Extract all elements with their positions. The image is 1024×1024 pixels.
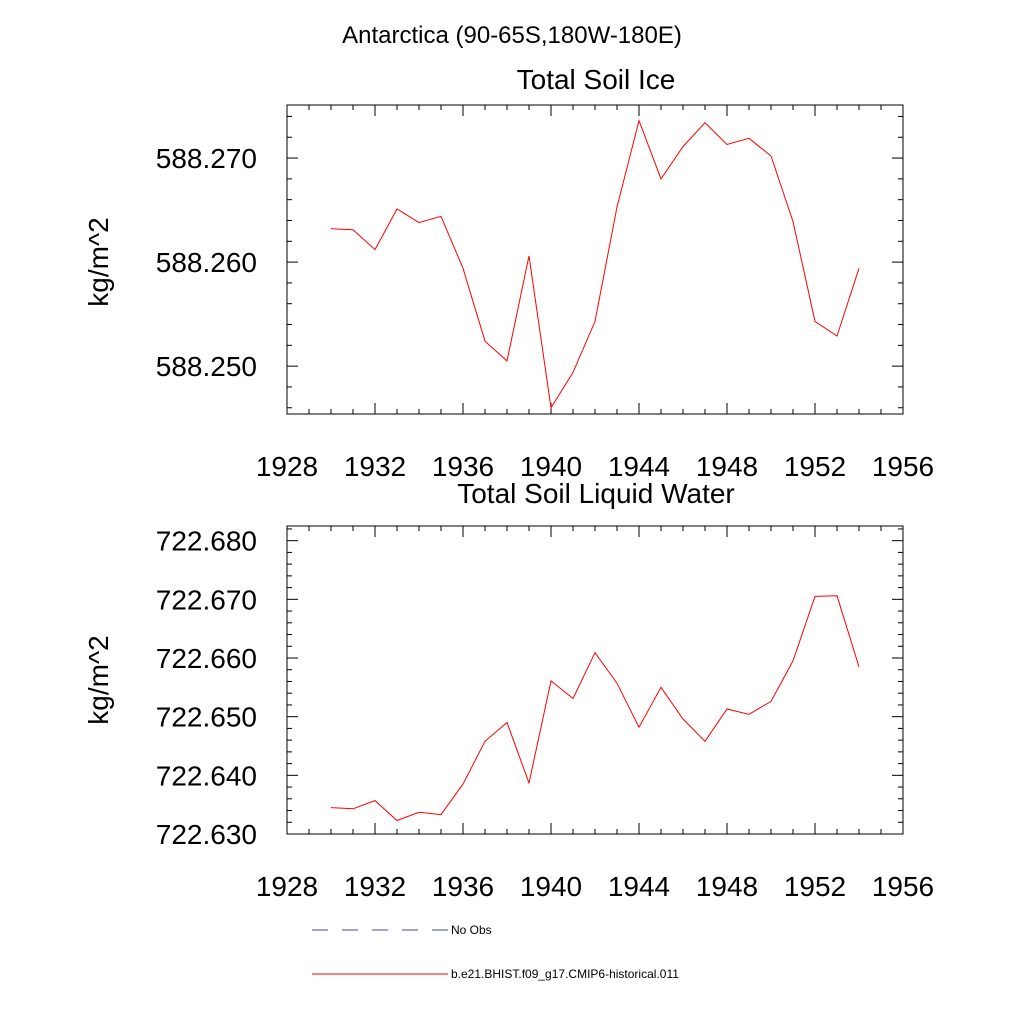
panel-total-soil-liquid-water: Total Soil Liquid Water kg/m^2 1928 1932 1… [83, 478, 934, 902]
y-tick-label: 588.270 [156, 143, 257, 174]
x-tick-label: 1928 [256, 871, 318, 902]
series-line [330, 118, 860, 410]
panel-title: Total Soil Liquid Water [457, 478, 735, 509]
y-tick-label: 722.660 [156, 643, 257, 674]
x-tick-label: 1956 [872, 871, 934, 902]
x-tick-label: 1944 [608, 871, 670, 902]
y-tick-label: 722.650 [156, 702, 257, 733]
y-axis-label: kg/m^2 [83, 635, 114, 724]
x-tick-label: 1948 [696, 451, 758, 482]
axes-layer: 1928 1932 1936 1940 1944 1948 1952 1956 588.250 5… [156, 104, 934, 482]
plot-frame [286, 525, 904, 835]
panel-title: Total Soil Ice [517, 64, 676, 95]
y-tick-label: 722.680 [156, 526, 257, 557]
x-tick-label: 1936 [432, 451, 494, 482]
y-tick-label: 722.630 [156, 819, 257, 850]
series-layer [330, 595, 860, 822]
panel-total-soil-ice: Total Soil Ice kg/m^2 1928 1932 1936 1940 19… [83, 64, 934, 482]
plot-frame [286, 104, 904, 415]
x-tick-label: 1932 [344, 451, 406, 482]
x-tick-label: 1940 [520, 871, 582, 902]
y-tick-label: 722.670 [156, 584, 257, 615]
x-tick-label: 1948 [696, 871, 758, 902]
x-tick-label: 1936 [432, 871, 494, 902]
x-tick-label: 1952 [784, 451, 846, 482]
x-tick-label: 1928 [256, 451, 318, 482]
y-tick-label: 588.250 [156, 351, 257, 382]
axes-layer: 1928 1932 1936 1940 1944 1948 1952 1956 722.630 7… [156, 525, 934, 902]
y-tick-label: 588.260 [156, 247, 257, 278]
x-tick-label: 1932 [344, 871, 406, 902]
x-tick-label: 1952 [784, 871, 846, 902]
legend-label-model: b.e21.BHIST.f09_g17.CMIP6-historical.011 [451, 967, 679, 981]
x-tick-label: 1940 [520, 451, 582, 482]
x-tick-label: 1944 [608, 451, 670, 482]
y-axis-label: kg/m^2 [83, 217, 114, 306]
legend: No Obs b.e21.BHIST.f09_g17.CMIP6-histori… [312, 923, 679, 981]
y-tick-label: 722.640 [156, 760, 257, 791]
series-line [330, 595, 860, 822]
legend-label-no-obs: No Obs [451, 923, 492, 937]
x-tick-label: 1956 [872, 451, 934, 482]
suptitle: Antarctica (90-65S,180W-180E) [342, 22, 682, 49]
series-layer [330, 118, 860, 410]
